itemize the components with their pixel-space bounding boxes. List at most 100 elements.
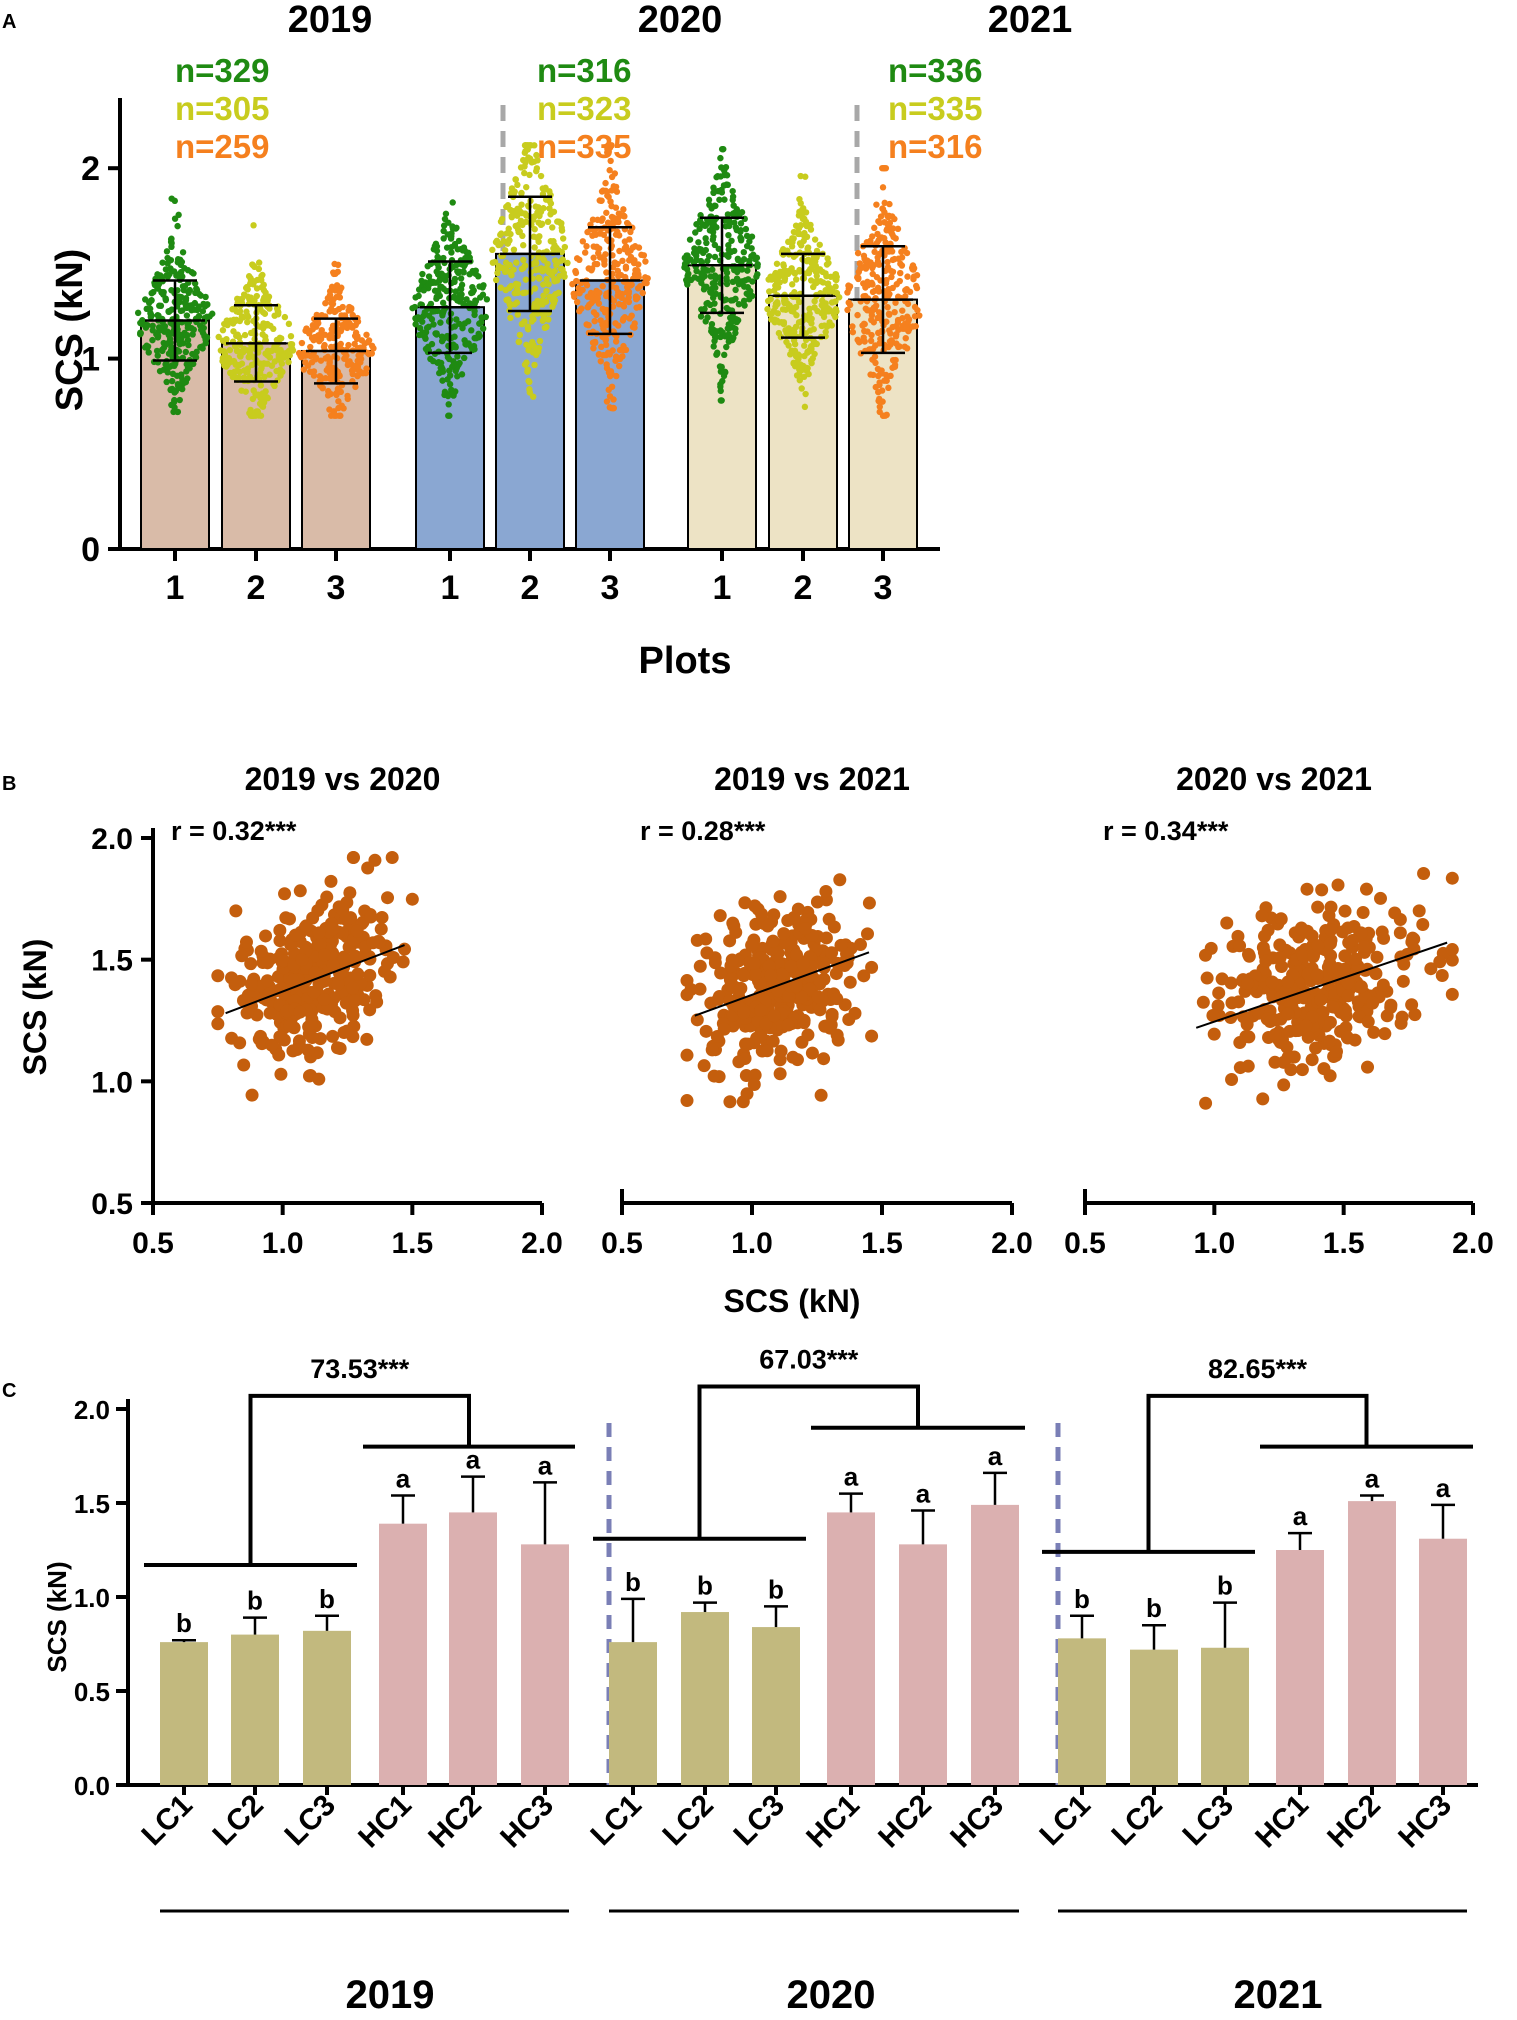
panel-a-point bbox=[521, 210, 529, 217]
panel-b-xtick-label: 0.5 bbox=[132, 1227, 174, 1260]
panel-a-point bbox=[283, 353, 291, 360]
panel-a-point bbox=[711, 337, 718, 345]
panel-a-point bbox=[893, 340, 900, 347]
panel-a-point bbox=[635, 244, 643, 251]
panel-a-point bbox=[605, 386, 612, 394]
panel-a-point bbox=[440, 254, 447, 262]
panel-b-point bbox=[1406, 931, 1420, 945]
panel-a-point bbox=[421, 309, 428, 316]
panel-a-point bbox=[746, 295, 753, 303]
panel-a-point bbox=[155, 324, 163, 331]
panel-b-point bbox=[312, 1072, 326, 1086]
panel-b-point bbox=[1369, 967, 1383, 981]
panel-b-point bbox=[324, 874, 338, 888]
panel-a-point bbox=[536, 337, 544, 345]
panel-a-point bbox=[524, 326, 532, 333]
panel-a-point bbox=[741, 302, 748, 309]
panel-a-point bbox=[610, 404, 617, 412]
panel-a-point bbox=[153, 331, 160, 338]
panel-a-point bbox=[861, 338, 868, 345]
panel-a-point bbox=[797, 221, 805, 229]
panel-b-point bbox=[235, 949, 249, 963]
panel-a-point bbox=[904, 313, 911, 320]
panel-a-point bbox=[713, 224, 720, 231]
panel-a-point bbox=[718, 145, 726, 153]
panel-a-point bbox=[436, 277, 443, 284]
panel-a-point bbox=[799, 215, 807, 223]
panel-a-point bbox=[178, 293, 185, 301]
panel-b-point bbox=[333, 1041, 347, 1055]
panel-a-point bbox=[440, 307, 447, 315]
panel-a-point bbox=[603, 209, 610, 216]
panel-b-point bbox=[1341, 976, 1355, 990]
panel-a-point bbox=[531, 142, 538, 149]
panel-c-xtick-label: LC1 bbox=[585, 1789, 648, 1852]
panel-a-point bbox=[186, 286, 194, 294]
panel-b-point bbox=[348, 994, 362, 1008]
panel-a-point bbox=[723, 304, 730, 312]
panel-b-point bbox=[1305, 929, 1319, 943]
panel-a-point bbox=[288, 341, 296, 348]
panel-a-point bbox=[893, 330, 900, 338]
panel-b-point bbox=[1220, 916, 1234, 930]
panel-a-point bbox=[884, 373, 891, 380]
panel-b-point bbox=[766, 1034, 780, 1048]
panel-b-point bbox=[1317, 1062, 1331, 1076]
panel-a-point bbox=[824, 281, 832, 288]
panel-a-point bbox=[614, 215, 622, 222]
panel-a-point bbox=[457, 295, 465, 302]
panel-a-point bbox=[498, 264, 506, 272]
panel-b-point bbox=[1366, 996, 1380, 1010]
panel-a-point bbox=[722, 163, 730, 171]
panel-b-point bbox=[337, 952, 351, 966]
panel-a-point bbox=[535, 238, 542, 245]
panel-a-point bbox=[302, 359, 309, 366]
panel-b-point bbox=[1393, 926, 1407, 940]
panel-a-point bbox=[520, 242, 527, 249]
panel-a-point bbox=[543, 287, 550, 295]
panel-c-sig-letter: a bbox=[916, 1479, 931, 1509]
panel-a-point bbox=[587, 289, 595, 297]
panel-b-point bbox=[1296, 949, 1310, 963]
panel-a-point bbox=[766, 288, 773, 295]
panel-a-point bbox=[547, 211, 554, 218]
panel-a-point bbox=[602, 179, 609, 187]
panel-b-point bbox=[374, 922, 388, 936]
panel-a-point bbox=[862, 265, 870, 272]
panel-b-point bbox=[737, 1006, 751, 1020]
panel-b-point bbox=[1324, 900, 1338, 914]
panel-a-point bbox=[271, 382, 278, 390]
panel-a-point bbox=[469, 283, 476, 291]
panel-a-point bbox=[703, 239, 710, 247]
panel-a-point bbox=[819, 268, 826, 276]
panel-a-point bbox=[454, 353, 461, 360]
panel-a-point bbox=[804, 365, 811, 372]
panel-a-point bbox=[551, 241, 558, 249]
panel-b-point bbox=[690, 1013, 704, 1027]
panel-a-point bbox=[328, 326, 335, 333]
panel-b-point bbox=[741, 1037, 755, 1051]
panel-c-sig-letter: a bbox=[1365, 1463, 1380, 1493]
panel-a-point bbox=[884, 304, 891, 311]
panel-a-point bbox=[168, 195, 175, 202]
panel-a-point bbox=[732, 325, 739, 333]
panel-a-point bbox=[288, 345, 296, 353]
panel-a-point bbox=[556, 272, 563, 280]
panel-a-point bbox=[514, 281, 522, 288]
panel-a-point bbox=[798, 385, 805, 392]
panel-b-point bbox=[708, 956, 722, 970]
panel-b-point bbox=[1233, 939, 1247, 953]
panel-b-point bbox=[1265, 975, 1279, 989]
panel-a-point bbox=[445, 401, 452, 408]
panel-a-n-label: n=259 bbox=[175, 128, 270, 165]
panel-b-r-label: r = 0.34*** bbox=[1103, 816, 1229, 846]
panel-a-point bbox=[818, 302, 825, 309]
panel-a-point bbox=[322, 300, 329, 307]
panel-a-point bbox=[631, 257, 638, 264]
panel-a-point bbox=[480, 282, 487, 289]
panel-b-point bbox=[761, 919, 775, 933]
panel-a-point bbox=[868, 279, 875, 287]
panel-a-point bbox=[887, 246, 895, 253]
panel-a-point bbox=[597, 358, 604, 365]
panel-b-point bbox=[1200, 971, 1214, 985]
